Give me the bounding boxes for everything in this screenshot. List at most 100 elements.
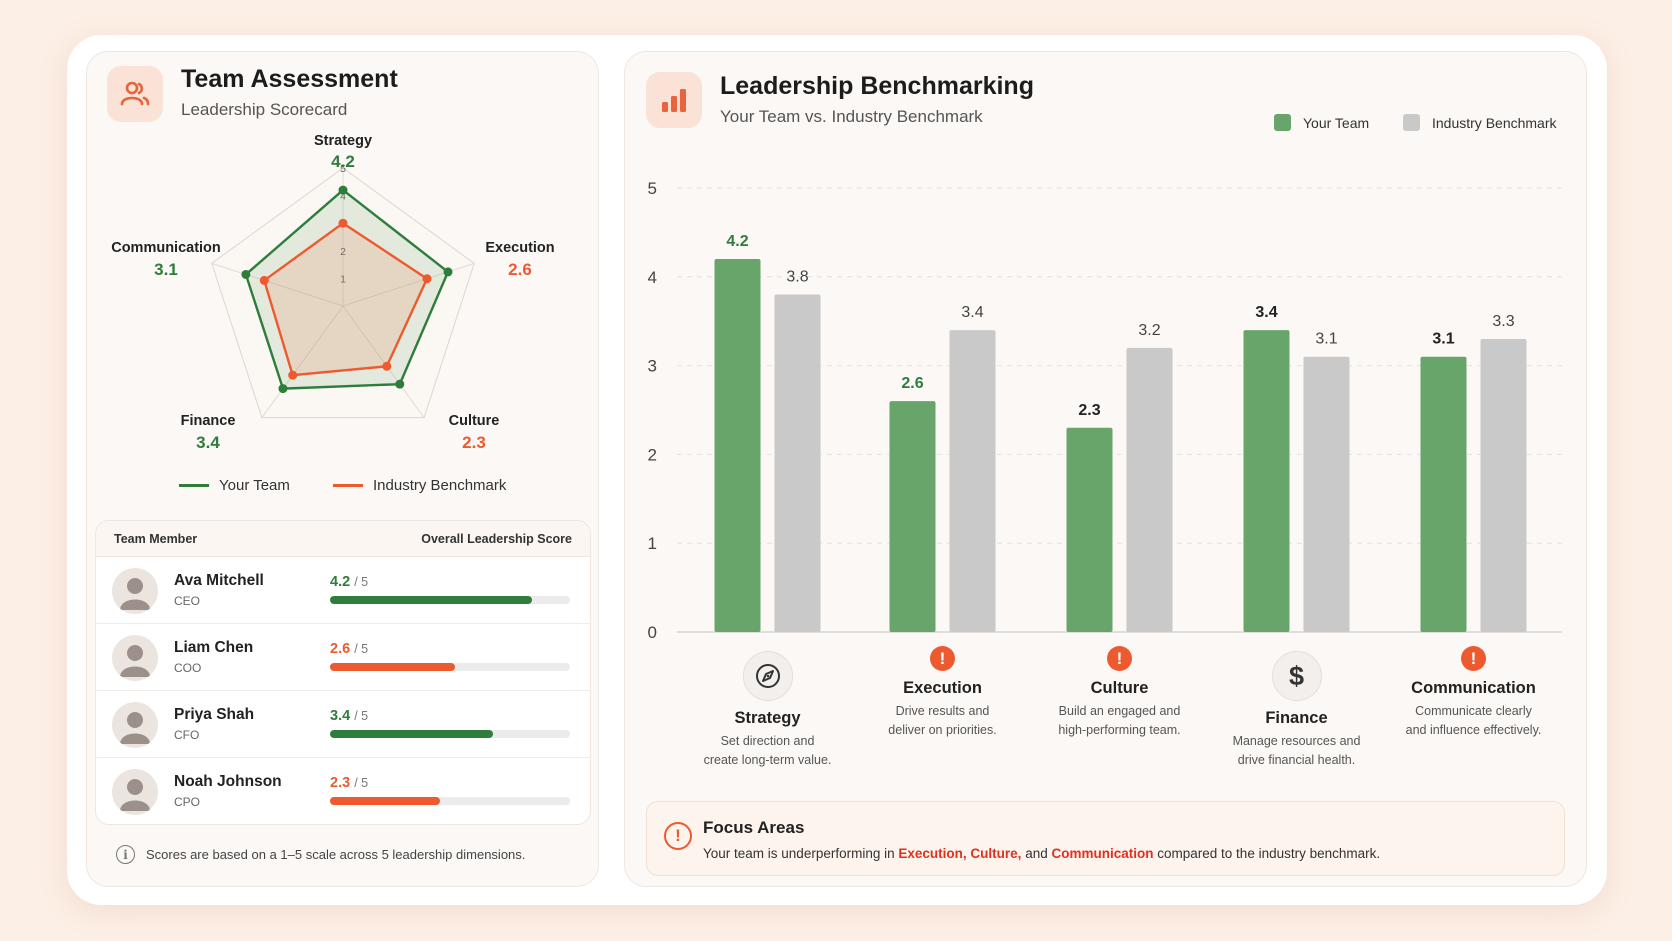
category-description: Set direction and create long-term value. (668, 732, 868, 770)
bar-industry-benchmark-strategy (774, 294, 821, 632)
radar-series-industry-benchmark (263, 221, 429, 377)
legend-label: Industry Benchmark (1432, 114, 1557, 131)
radar-point-your-team (395, 379, 405, 389)
category-description-line: and influence effectively. (1405, 723, 1542, 737)
bar-your-team-finance (1243, 330, 1290, 632)
bar-value-label: 3.1 (1432, 331, 1454, 348)
focus-title: Focus Areas (703, 818, 805, 837)
bar-value-label: 3.2 (1138, 322, 1160, 339)
category-description-line: Manage resources and (1232, 734, 1361, 748)
radar-point-industry-benchmark (288, 370, 298, 380)
member-role: COO (174, 661, 202, 675)
radar-point-industry-benchmark (422, 274, 432, 284)
bar-value-label: 2.3 (1078, 402, 1100, 419)
focus-text: Your team is underperforming in Executio… (703, 846, 1380, 861)
y-tick-label: 2 (648, 445, 657, 464)
bar-industry-benchmark-execution (949, 330, 996, 632)
legend-label: Industry Benchmark (373, 477, 507, 494)
radar-spoke (261, 305, 344, 418)
radar-series-your-team (244, 188, 450, 390)
table-header: Team Member Overall Leadership Score (96, 521, 590, 557)
category-description: Manage resources and drive financial heal… (1197, 732, 1397, 770)
page-title: Team Assessment (181, 65, 398, 93)
y-tick-label: 1 (648, 534, 657, 553)
score-bar-track (330, 663, 570, 671)
table-row[interactable]: Priya Shah CFO 3.4 / 5 (96, 691, 590, 758)
bar-legend-benchmark: Industry Benchmark (1403, 114, 1557, 131)
score-bar-fill (330, 797, 441, 805)
member-name: Priya Shah (174, 706, 255, 723)
y-tick-label: 3 (648, 357, 657, 376)
column-header-score: Overall Leadership Score (421, 531, 572, 546)
info-icon: i (116, 845, 135, 864)
focus-text-part: compared to the industry benchmark. (1157, 846, 1381, 861)
legend-line-benchmark (333, 484, 363, 487)
radar-point-your-team (443, 267, 453, 277)
category-finance: $ Finance Manage resources and drive financ… (1197, 651, 1397, 770)
legend-line-your-team (179, 484, 209, 487)
focus-area-communication: Communication (1051, 846, 1154, 861)
radar-tick-label: 4 (340, 191, 346, 203)
bar-legend-your-team: Your Team (1274, 114, 1369, 131)
score-bar-fill (330, 730, 494, 738)
category-description-line: create long-term value. (703, 753, 832, 767)
radar-point-your-team (278, 384, 288, 394)
bar-value-label: 3.1 (1315, 331, 1337, 348)
radar-axis-label-execution: Execution (485, 240, 555, 256)
bar-value-label: 2.6 (901, 375, 923, 392)
bar-value-label: 4.2 (726, 233, 748, 250)
score-bar-fill (330, 596, 532, 604)
radar-spoke (342, 305, 425, 418)
y-tick-label: 5 (648, 179, 657, 198)
category-description-line: Drive results and (895, 704, 990, 718)
radar-point-industry-benchmark (259, 275, 269, 285)
member-role: CPO (174, 795, 201, 809)
bar-value-label: 3.4 (961, 304, 983, 321)
warning-icon: ! (930, 646, 955, 671)
category-description: Drive results and deliver on priorities. (843, 702, 1043, 740)
member-score: 2.6 / 5 (330, 641, 368, 657)
score-bar-track (330, 596, 570, 604)
avatar (112, 635, 158, 681)
bar-your-team-strategy (714, 259, 761, 632)
radar-spoke (342, 262, 475, 307)
member-name: Ava Mitchell (174, 572, 264, 589)
category-description-line: Build an engaged and (1058, 704, 1181, 718)
benchmark-subtitle: Your Team vs. Industry Benchmark (720, 107, 983, 126)
score-bar-track (330, 797, 570, 805)
alert-icon: ! (664, 822, 692, 850)
member-role: CFO (174, 728, 200, 742)
category-description-line: Communicate clearly (1415, 704, 1532, 718)
table-row[interactable]: Ava Mitchell CEO 4.2 / 5 (96, 557, 590, 624)
bar-chart-icon (646, 72, 702, 128)
avatar (112, 568, 158, 614)
bar-your-team-communication (1420, 356, 1467, 632)
bar-industry-benchmark-communication (1480, 338, 1527, 632)
radar-tick-label: 1 (340, 273, 346, 285)
category-description-line: high-performing team. (1058, 723, 1181, 737)
focus-text-part: and (1025, 846, 1048, 861)
radar-axis-value-culture: 2.3 (462, 433, 486, 452)
scale-footnote: i Scores are based on a 1–5 scale across… (116, 845, 525, 864)
category-name: Culture (1090, 679, 1149, 697)
score-max: / 5 (354, 776, 369, 790)
radar-axis-label-finance: Finance (180, 413, 236, 429)
radar-tick-label: 5 (340, 163, 346, 175)
radar-point-industry-benchmark (382, 361, 392, 371)
warning-icon: ! (1107, 646, 1132, 671)
member-score: 3.4 / 5 (330, 708, 368, 724)
category-name: Execution (903, 679, 982, 697)
score-value: 4.2 (330, 574, 351, 590)
focus-areas-box: ! Focus Areas Your team is underperformi… (646, 801, 1565, 876)
category-name: Strategy (734, 709, 801, 727)
score-max: / 5 (354, 642, 369, 656)
table-row[interactable]: Liam Chen COO 2.6 / 5 (96, 624, 590, 691)
bar-industry-benchmark-culture (1126, 347, 1173, 632)
category-name: Communication (1411, 679, 1536, 697)
bar-your-team-culture (1066, 427, 1113, 632)
radar-point-your-team (241, 269, 251, 279)
member-name: Liam Chen (174, 639, 254, 656)
table-row[interactable]: Noah Johnson CPO 2.3 / 5 (96, 758, 590, 824)
